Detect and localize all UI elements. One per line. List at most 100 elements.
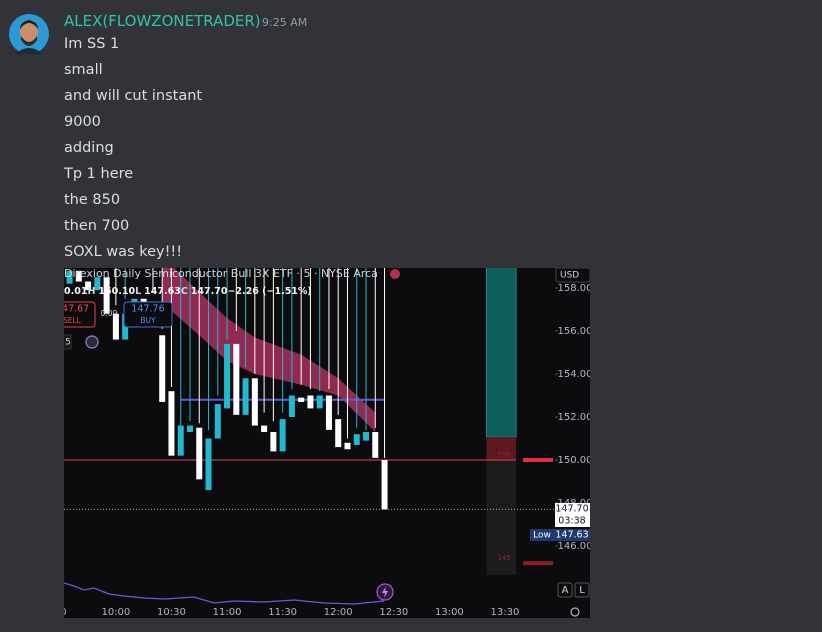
y-tick-label: 156.00	[558, 326, 591, 337]
candle-body	[94, 277, 101, 291]
interval-badge: 5	[65, 338, 71, 348]
position-below	[486, 459, 517, 575]
ohlc-part: 0.01	[64, 286, 87, 297]
scale-button[interactable]	[557, 582, 573, 598]
buy-label: BUY	[140, 316, 156, 325]
last-price-tag	[555, 503, 590, 527]
candle-body	[112, 313, 119, 340]
candle-body	[353, 434, 360, 445]
x-tick-label: 30	[64, 607, 67, 618]
countdown: 03:38	[558, 516, 585, 527]
candle-body	[66, 270, 73, 284]
chart-image[interactable]: 150145146.00148.00150.00152.00154.00156.…	[64, 268, 590, 618]
x-tick-label: 11:00	[213, 607, 242, 618]
indicator-line	[64, 582, 385, 605]
y-tick-label: 154.00	[558, 369, 591, 380]
position-target	[486, 268, 517, 438]
candle-body	[177, 425, 184, 456]
candle-body	[214, 404, 221, 439]
candle-body	[251, 378, 258, 426]
x-tick-label: 13:00	[435, 607, 464, 618]
candle-body	[205, 438, 212, 491]
candle-body	[186, 425, 193, 433]
x-tick-label: 12:00	[324, 607, 353, 618]
candle-body	[279, 419, 286, 452]
chart-title: Direxion Daily Semiconductor Bull 3X ETF…	[64, 268, 378, 280]
candle-body	[196, 427, 203, 480]
candle-body	[381, 459, 388, 510]
y-tick-label: 150.00	[558, 455, 591, 466]
overlays: 150145146.00148.00150.00152.00154.00156.…	[64, 268, 590, 618]
candle-body	[233, 343, 240, 415]
title-icon	[390, 269, 400, 279]
interval-box	[64, 334, 72, 350]
low-value-tag	[555, 529, 590, 541]
y-tick-label: 146.00	[558, 541, 591, 552]
message-line: Tp 1 here	[64, 166, 134, 182]
candle-body	[224, 343, 231, 409]
author-name[interactable]: ALEX(FLOWZONETRADER)	[64, 12, 261, 30]
message-line: the 850	[64, 192, 121, 208]
sell-label: SELL	[64, 316, 82, 325]
level-tag	[523, 561, 553, 566]
low-label: Low	[533, 531, 551, 541]
ema-cloud	[162, 268, 376, 433]
candle-body	[363, 432, 370, 441]
message-line: SOXL was key!!!	[64, 244, 183, 260]
level-tag	[523, 457, 553, 462]
message-line: small	[64, 62, 103, 78]
ohlc-part: C	[181, 286, 188, 297]
level-label: 150	[497, 451, 510, 459]
candle-body	[307, 395, 314, 409]
bolt-icon	[382, 586, 388, 598]
ohlc-legend: 0.01H 150.10L 147.63C 147.70−2.26 (−1.51%)	[64, 286, 312, 297]
candle-body	[325, 395, 332, 430]
candle-body	[335, 419, 342, 448]
message-line: Im SS 1	[64, 36, 120, 52]
candle-body	[168, 391, 175, 456]
buy-price: 147.76	[131, 304, 164, 315]
candle-body	[316, 395, 323, 409]
sell-price: 47.67	[64, 304, 89, 315]
position-stop	[486, 436, 517, 460]
x-tick-label: 11:30	[268, 607, 297, 618]
candle-body	[75, 270, 82, 282]
scale-button-label[interactable]: L	[579, 585, 585, 596]
candle-body	[344, 442, 351, 450]
y-tick-label: 158.00	[558, 283, 591, 294]
currency-box	[555, 268, 590, 283]
x-tick-label: 10:30	[157, 607, 186, 618]
low-value: 147.63	[555, 530, 588, 541]
candle-body	[288, 395, 295, 417]
candle-body	[103, 277, 110, 314]
buy-button[interactable]	[123, 301, 173, 328]
message-line: adding	[64, 140, 114, 156]
x-tick-label: 10:00	[101, 607, 130, 618]
currency: USD	[560, 271, 579, 281]
candle-body	[261, 425, 268, 433]
scale-button-label[interactable]: A	[562, 585, 569, 596]
sell-button[interactable]	[64, 301, 96, 328]
candle-body	[159, 335, 166, 402]
timestamp: 9:25 AM	[262, 16, 308, 29]
ohlc-part: 147.63	[144, 286, 181, 297]
sync-icon	[85, 335, 99, 349]
x-tick-label: 12:30	[379, 607, 408, 618]
settings-icon[interactable]	[570, 607, 580, 617]
ohlc-part: L	[135, 286, 141, 297]
y-tick-label: 152.00	[558, 412, 591, 423]
ohlc-part: H	[87, 286, 95, 297]
ohlc-part: 147.70	[191, 286, 228, 297]
ohlc-part: −2.26 (−1.51%)	[227, 286, 311, 297]
low-tag	[530, 529, 555, 541]
candle-body	[85, 281, 92, 291]
avatar[interactable]	[7, 12, 51, 56]
candle-body	[270, 432, 277, 452]
candle-body	[298, 397, 305, 402]
ohlc-part: 150.10	[98, 286, 135, 297]
scale-button[interactable]	[574, 582, 590, 598]
x-tick-label: 13:30	[491, 607, 520, 618]
message-line: and will cut instant	[64, 88, 203, 104]
candle-body	[242, 378, 249, 415]
